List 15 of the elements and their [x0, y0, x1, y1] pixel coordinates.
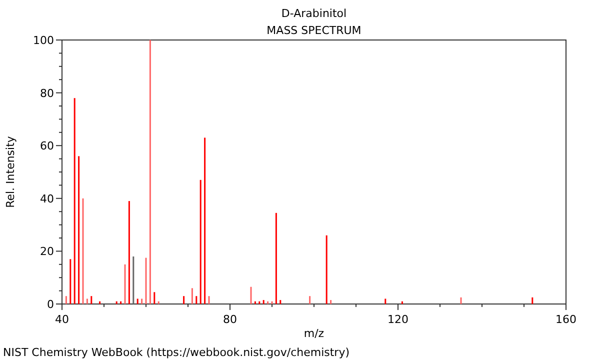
y-tick-label: 80: [40, 86, 54, 100]
y-tick-label: 20: [40, 245, 54, 258]
x-axis-title: m/z: [304, 327, 324, 340]
text: NIST Chemistry WebBook (https://webbook.nist.gov/chemistry): [3, 346, 350, 359]
x-tick-label: 40: [55, 313, 69, 326]
x-tick-label: 160: [556, 313, 576, 326]
x-tick-label: 120: [388, 313, 408, 326]
y-tick-label: 100: [33, 34, 54, 47]
y-tick-label: 60: [40, 140, 54, 153]
y-tick-label: 40: [40, 192, 54, 206]
y-tick-label: 0: [47, 298, 54, 311]
x-tick-label: 80: [223, 313, 237, 326]
chart-subtitle: MASS SPECTRUM: [266, 24, 362, 37]
chart-title: D-Arabinitol: [281, 7, 347, 20]
y-axis-title: Rel. Intensity: [4, 136, 17, 208]
